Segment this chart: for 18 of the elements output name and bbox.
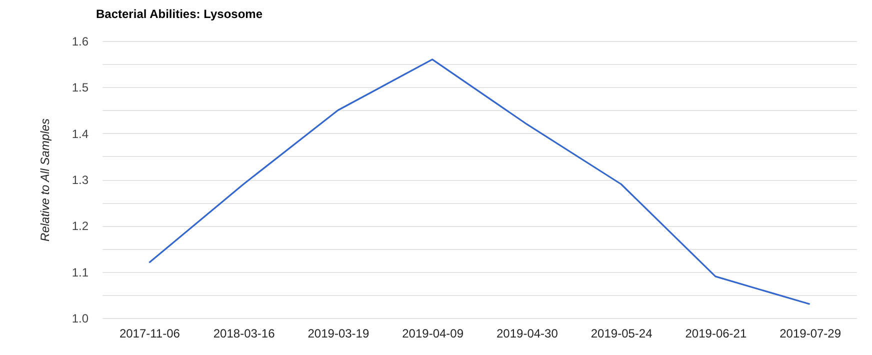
- y-tick-label: 1.2: [72, 219, 89, 234]
- y-tick-label: 1.3: [72, 173, 89, 187]
- y-tick-label: 1.0: [72, 312, 89, 326]
- x-tick-label: 2019-04-09: [402, 326, 464, 340]
- x-tick-label: 2019-03-19: [308, 326, 370, 340]
- y-tick-label: 1.4: [72, 126, 89, 141]
- y-tick-label: 1.6: [72, 34, 89, 48]
- x-tick-label: 2019-07-29: [780, 326, 842, 340]
- y-axis-title: Relative to All Samples: [38, 118, 52, 242]
- chart-title: Bacterial Abilities: Lysosome: [96, 7, 263, 21]
- x-tick-label: 2019-06-21: [685, 326, 747, 340]
- line-series: [148, 58, 811, 305]
- x-tick-label: 2019-04-30: [496, 326, 558, 340]
- x-tick-label: 2017-11-06: [119, 326, 180, 340]
- y-tick-label: 1.5: [72, 80, 89, 95]
- y-tick-label: 1.1: [72, 265, 89, 280]
- x-tick-label: 2018-03-16: [213, 326, 276, 340]
- x-tick-label: 2019-05-24: [590, 326, 653, 340]
